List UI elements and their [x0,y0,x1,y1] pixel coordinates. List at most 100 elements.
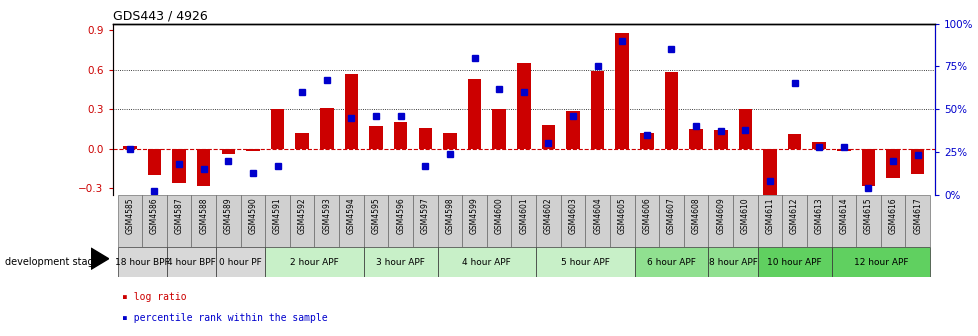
Text: 6 hour APF: 6 hour APF [646,258,695,266]
FancyBboxPatch shape [388,195,413,247]
FancyBboxPatch shape [634,195,658,247]
FancyBboxPatch shape [338,195,364,247]
FancyBboxPatch shape [314,195,338,247]
Bar [221,149,235,154]
FancyBboxPatch shape [880,195,905,247]
FancyBboxPatch shape [609,195,634,247]
Bar [369,126,382,149]
Bar [516,63,530,149]
FancyBboxPatch shape [683,195,708,247]
FancyBboxPatch shape [658,195,683,247]
Text: GSM4587: GSM4587 [174,198,184,234]
Bar [172,149,186,183]
Bar [467,79,481,149]
FancyBboxPatch shape [856,195,880,247]
Text: GSM4596: GSM4596 [396,198,405,234]
Polygon shape [91,248,109,269]
Text: development stage: development stage [5,257,100,267]
Text: 10 hour APF: 10 hour APF [767,258,822,266]
Bar [443,133,456,149]
Text: GSM4600: GSM4600 [494,198,503,234]
Text: GSM4598: GSM4598 [445,198,454,234]
FancyBboxPatch shape [142,195,166,247]
Text: GSM4611: GSM4611 [765,198,774,234]
Text: GSM4615: GSM4615 [863,198,872,234]
Bar [664,72,678,149]
Bar [245,149,259,152]
FancyBboxPatch shape [708,195,733,247]
FancyBboxPatch shape [511,195,536,247]
Text: GSM4606: GSM4606 [642,198,650,234]
Text: GSM4607: GSM4607 [666,198,675,234]
Text: 5 hour APF: 5 hour APF [560,258,609,266]
Text: GSM4601: GSM4601 [518,198,528,234]
Text: GSM4599: GSM4599 [469,198,478,234]
FancyBboxPatch shape [905,195,929,247]
Text: 0 hour PF: 0 hour PF [219,258,262,266]
Text: GSM4597: GSM4597 [421,198,429,234]
Text: GSM4605: GSM4605 [617,198,626,234]
FancyBboxPatch shape [462,195,486,247]
Text: GSM4617: GSM4617 [912,198,921,234]
FancyBboxPatch shape [191,195,216,247]
FancyBboxPatch shape [585,195,609,247]
Bar [320,108,333,149]
Text: GSM4586: GSM4586 [150,198,158,234]
Bar [615,33,629,149]
Text: GSM4614: GSM4614 [838,198,848,234]
Text: GSM4604: GSM4604 [593,198,601,234]
Text: GSM4602: GSM4602 [544,198,553,234]
FancyBboxPatch shape [634,247,708,277]
FancyBboxPatch shape [830,247,929,277]
Bar [344,74,358,149]
Bar [418,128,431,149]
Text: GSM4585: GSM4585 [125,198,134,234]
Text: 4 hour BPF: 4 hour BPF [167,258,215,266]
Text: ▪ log ratio: ▪ log ratio [122,292,187,302]
Bar [861,149,874,186]
Bar [591,71,603,149]
Text: GSM4603: GSM4603 [568,198,577,234]
FancyBboxPatch shape [289,195,314,247]
FancyBboxPatch shape [806,195,830,247]
Text: 12 hour APF: 12 hour APF [853,258,908,266]
FancyBboxPatch shape [708,247,757,277]
Text: GSM4590: GSM4590 [248,198,257,234]
Text: 3 hour APF: 3 hour APF [376,258,424,266]
Bar [393,122,407,149]
Text: GSM4613: GSM4613 [814,198,822,234]
Text: GSM4588: GSM4588 [199,198,208,234]
Text: GSM4591: GSM4591 [273,198,282,234]
Text: GSM4610: GSM4610 [740,198,749,234]
FancyBboxPatch shape [757,195,781,247]
Bar [148,149,161,175]
Text: 8 hour APF: 8 hour APF [708,258,757,266]
FancyBboxPatch shape [364,195,388,247]
Text: GSM4594: GSM4594 [346,198,356,234]
Bar [787,134,801,149]
Bar [123,146,137,149]
Bar [565,111,579,149]
Bar [836,149,850,152]
Bar [541,125,555,149]
FancyBboxPatch shape [413,195,437,247]
FancyBboxPatch shape [364,247,437,277]
FancyBboxPatch shape [265,247,364,277]
Text: GDS443 / 4926: GDS443 / 4926 [112,9,207,23]
Text: 2 hour APF: 2 hour APF [289,258,338,266]
Bar [295,133,309,149]
FancyBboxPatch shape [733,195,757,247]
FancyBboxPatch shape [781,195,806,247]
Text: GSM4595: GSM4595 [372,198,380,234]
Text: 4 hour APF: 4 hour APF [462,258,511,266]
FancyBboxPatch shape [486,195,511,247]
FancyBboxPatch shape [216,195,241,247]
Bar [640,133,653,149]
Bar [737,109,751,149]
Bar [812,142,825,149]
Text: GSM4593: GSM4593 [322,198,331,234]
Bar [763,149,776,198]
Text: GSM4589: GSM4589 [224,198,233,234]
Text: 18 hour BPF: 18 hour BPF [114,258,169,266]
FancyBboxPatch shape [757,247,830,277]
